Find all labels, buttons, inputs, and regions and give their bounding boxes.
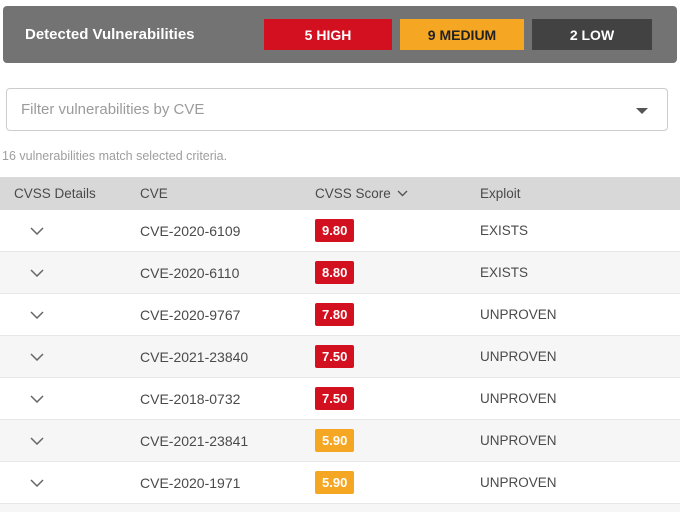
cve-id: CVE-2020-9767 [140, 306, 241, 323]
cvss-score-badge: 7.50 [315, 345, 355, 368]
table-header-row: CVSS Details CVE CVSS Score Exploit [0, 177, 680, 210]
vulnerabilities-table: CVSS Details CVE CVSS Score Exploit CVE-… [0, 177, 680, 512]
row-expand-chevron-icon[interactable] [26, 223, 48, 239]
row-expand-chevron-icon[interactable] [26, 265, 48, 281]
column-header-cvss-score-sort[interactable]: CVSS Score [315, 186, 408, 201]
cve-id: CVE-2018-0732 [140, 390, 241, 407]
table-row: CVE-2021-23841 5.90 UNPROVEN [0, 420, 680, 462]
cvss-score-badge: 8.80 [315, 261, 355, 284]
severity-badge-row: 5 HIGH 9 MEDIUM 2 LOW [264, 19, 652, 50]
exploit-status: EXISTS [480, 223, 529, 238]
exploit-status: EXISTS [480, 265, 529, 280]
column-header-cve: CVE [140, 186, 168, 201]
table-row: CVE-2020-6110 8.80 EXISTS [0, 252, 680, 294]
cvss-score-badge: 7.50 [315, 387, 355, 410]
table-row: CVE-2021-23840 7.50 UNPROVEN [0, 336, 680, 378]
exploit-status: UNPROVEN [480, 349, 557, 364]
row-expand-chevron-icon[interactable] [26, 349, 48, 365]
cve-id: CVE-2020-1971 [140, 474, 241, 491]
low-severity-badge[interactable]: 2 LOW [532, 19, 652, 50]
table-row-partial [0, 504, 680, 512]
cve-id: CVE-2021-23841 [140, 432, 249, 449]
cve-filter-combobox [6, 88, 668, 131]
column-header-exploit: Exploit [480, 186, 521, 201]
row-expand-chevron-icon[interactable] [26, 307, 48, 323]
row-expand-chevron-icon[interactable] [26, 475, 48, 491]
row-expand-chevron-icon[interactable] [26, 433, 48, 449]
table-body: CVE-2020-6109 9.80 EXISTS CVE-2020-6110 … [0, 210, 680, 504]
cvss-score-badge: 7.80 [315, 303, 355, 326]
table-row: CVE-2020-6109 9.80 EXISTS [0, 210, 680, 252]
cvss-score-badge: 5.90 [315, 471, 355, 494]
table-row: CVE-2020-1971 5.90 UNPROVEN [0, 462, 680, 504]
table-row: CVE-2018-0732 7.50 UNPROVEN [0, 378, 680, 420]
exploit-status: UNPROVEN [480, 475, 557, 490]
row-expand-chevron-icon[interactable] [26, 391, 48, 407]
column-header-cvss-score-label: CVSS Score [315, 186, 391, 201]
medium-severity-badge[interactable]: 9 MEDIUM [400, 19, 524, 50]
sort-chevron-down-icon [397, 190, 408, 197]
cvss-score-badge: 9.80 [315, 219, 355, 242]
results-count-text: 16 vulnerabilities match selected criter… [2, 149, 228, 163]
header-bar: Detected Vulnerabilities 5 HIGH 9 MEDIUM… [3, 6, 677, 63]
page-title: Detected Vulnerabilities [25, 26, 195, 43]
exploit-status: UNPROVEN [480, 433, 557, 448]
cvss-score-badge: 5.90 [315, 429, 355, 452]
column-header-cvss-details: CVSS Details [14, 186, 96, 201]
dropdown-caret-icon[interactable] [636, 107, 648, 114]
cve-id: CVE-2021-23840 [140, 348, 249, 365]
exploit-status: UNPROVEN [480, 391, 557, 406]
cve-filter-input[interactable] [6, 88, 668, 131]
high-severity-badge[interactable]: 5 HIGH [264, 19, 392, 50]
table-row: CVE-2020-9767 7.80 UNPROVEN [0, 294, 680, 336]
exploit-status: UNPROVEN [480, 307, 557, 322]
cve-id: CVE-2020-6110 [140, 264, 240, 281]
cve-id: CVE-2020-6109 [140, 222, 241, 239]
